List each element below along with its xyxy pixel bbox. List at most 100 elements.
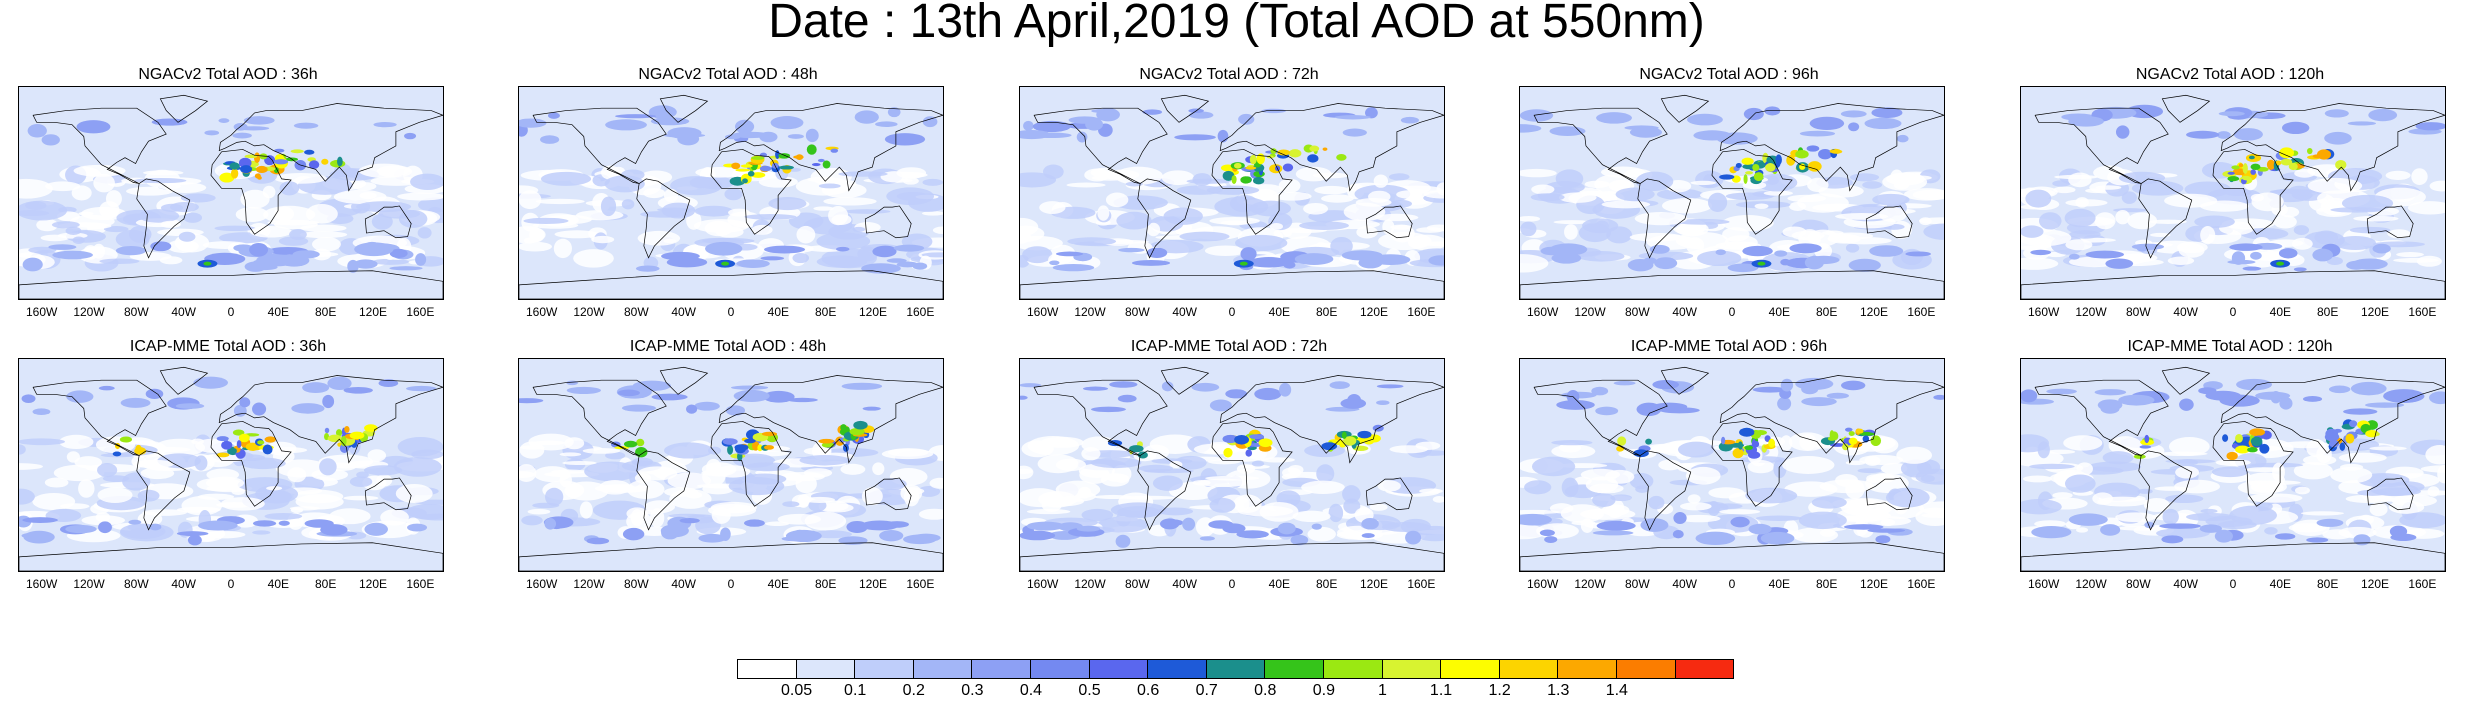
colorbar-swatch [1440, 659, 1500, 679]
panel-title: ICAP-MME Total AOD : 120h [2127, 338, 2333, 355]
lon-tick-label: 40E [267, 577, 289, 591]
lon-tick-label: 120W [73, 577, 105, 591]
panel-title: ICAP-MME Total AOD : 72h [1130, 338, 1328, 355]
lon-tick-label: 80W [1124, 577, 1150, 591]
lon-tick-label: 80E [1815, 577, 1838, 591]
colorbar-label: 1.3 [1547, 682, 1570, 699]
lon-tick-label: 80W [1624, 577, 1650, 591]
lon-tick-label: 160E [1407, 577, 1436, 591]
aod-map: 90N60N30N030S60S90S [518, 358, 944, 572]
lon-tick-label: 80E [314, 577, 337, 591]
lon-tick-label: 120W [73, 305, 105, 319]
colorbar-label: 0.1 [844, 682, 867, 699]
map-panel: NGACv2 Total AOD : 120h 90N60N30N030S60S9… [2002, 66, 2473, 341]
lon-tick-label: 0 [227, 577, 235, 591]
lon-tick-label: 120E [858, 305, 888, 319]
map-panel: ICAP-MME Total AOD : 72h 90N60N30N030S60S… [1001, 338, 1501, 613]
lon-tick-label: 120W [1074, 305, 1106, 319]
aod-map: 90N60N30N030S60S90S [518, 86, 944, 300]
lon-tick-label: 120E [1859, 577, 1889, 591]
figure-title: Date : 13th April,2019 (Total AOD at 550… [768, 0, 1705, 48]
lon-tick-label: 40E [2269, 577, 2291, 591]
lon-tick-label: 40E [767, 577, 789, 591]
lon-tick-label: 160E [1907, 305, 1936, 319]
colorbar-swatch [1322, 659, 1383, 679]
lon-tick-label: 160W [1026, 577, 1059, 591]
lon-tick-label: 160W [1526, 577, 1559, 591]
lon-tick-label: 120W [1574, 577, 1606, 591]
panel-title: NGACv2 Total AOD : 96h [1639, 66, 1819, 83]
lon-tick-label: 40E [2269, 305, 2291, 319]
lon-tick-label: 120E [2360, 305, 2390, 319]
lon-tick-label: 0 [1728, 577, 1736, 591]
map-panel: NGACv2 Total AOD : 36h 90N60N30N030S60S90… [0, 66, 500, 341]
colorbar [737, 659, 1735, 679]
colorbar-swatch [1088, 659, 1149, 679]
lon-tick-label: 40W [2173, 577, 2198, 591]
lon-tick-label: 120W [2075, 305, 2107, 319]
lon-tick-label: 120E [1859, 305, 1889, 319]
lon-tick-label: 80W [1624, 305, 1650, 319]
lon-tick-label: 80E [814, 305, 837, 319]
lon-tick-label: 160E [2408, 305, 2437, 319]
map-panel: NGACv2 Total AOD : 48h 90N60N30N030S60S90… [500, 66, 1000, 341]
colorbar-swatch [1264, 659, 1324, 679]
aod-map: 90N60N30N030S60S90S [1019, 358, 1445, 572]
lon-tick-label: 160W [1026, 305, 1059, 319]
colorbar-label: 0.7 [1195, 682, 1218, 699]
colorbar-swatch [854, 659, 914, 679]
lon-tick-label: 80W [2125, 577, 2151, 591]
lon-tick-label: 80W [123, 305, 149, 319]
map-panel: NGACv2 Total AOD : 72h 90N60N30N030S60S90… [1001, 66, 1501, 341]
colorbar-swatch [1615, 659, 1676, 679]
lon-tick-label: 80E [314, 305, 337, 319]
map-panel: ICAP-MME Total AOD : 96h 90N60N30N030S60S… [1501, 338, 2001, 613]
colorbar-label: 0.2 [902, 682, 925, 699]
lon-tick-label: 40E [1768, 305, 1790, 319]
map-panel: ICAP-MME Total AOD : 48h 90N60N30N030S60S… [500, 338, 1000, 613]
colorbar-swatch [1557, 659, 1617, 679]
lon-tick-label: 40E [267, 305, 289, 319]
lon-tick-label: 120E [2360, 577, 2390, 591]
lon-tick-label: 160W [25, 305, 58, 319]
panel-title: NGACv2 Total AOD : 48h [638, 66, 818, 83]
colorbar-label: 0.4 [1019, 682, 1043, 699]
lon-tick-label: 0 [227, 305, 235, 319]
panel-title: ICAP-MME Total AOD : 96h [1630, 338, 1828, 355]
lon-tick-label: 0 [727, 577, 735, 591]
colorbar-swatch [1674, 659, 1735, 679]
panel-title: NGACv2 Total AOD : 72h [1139, 66, 1319, 83]
lon-tick-label: 40W [171, 577, 196, 591]
lon-tick-label: 160W [25, 577, 58, 591]
lon-tick-label: 160E [906, 577, 935, 591]
lon-tick-label: 80E [1815, 305, 1838, 319]
lon-tick-label: 160E [906, 305, 935, 319]
colorbar-swatch [1029, 659, 1090, 679]
lon-tick-label: 160E [1907, 577, 1936, 591]
lon-tick-label: 80E [1315, 305, 1338, 319]
colorbar-label: 1.4 [1605, 682, 1628, 699]
colorbar-swatch [912, 659, 973, 679]
colorbar-swatch [1381, 659, 1442, 679]
lon-tick-label: 160E [1407, 305, 1436, 319]
colorbar-swatch [1147, 659, 1207, 679]
aod-map: 90N60N30N030S60S90S [1519, 86, 1945, 300]
lon-tick-label: 40E [767, 305, 789, 319]
lon-tick-label: 40W [1672, 305, 1697, 319]
lon-tick-label: 40W [671, 577, 696, 591]
lon-tick-label: 160W [525, 305, 558, 319]
lon-tick-label: 0 [727, 305, 735, 319]
lon-tick-label: 160E [2408, 577, 2437, 591]
lon-tick-label: 40W [1172, 305, 1197, 319]
lon-tick-label: 40W [1172, 577, 1197, 591]
colorbar-labels: 0.05 0.1 0.2 0.3 0.4 0.5 0.6 0.7 0.8 0.9 1 1.1 1.2 1.… [738, 682, 1734, 700]
lon-tick-label: 0 [1228, 305, 1236, 319]
panel-title: NGACv2 Total AOD : 36h [138, 66, 318, 83]
aod-map: 90N60N30N030S60S90S [2020, 358, 2446, 572]
colorbar-label: 0.05 [781, 682, 813, 699]
lon-tick-label: 0 [2229, 577, 2237, 591]
map-panel: NGACv2 Total AOD : 96h 90N60N30N030S60S90… [1501, 66, 2001, 341]
lon-tick-label: 120W [2075, 577, 2107, 591]
lon-tick-label: 0 [1228, 577, 1236, 591]
lon-tick-label: 80E [2316, 305, 2339, 319]
